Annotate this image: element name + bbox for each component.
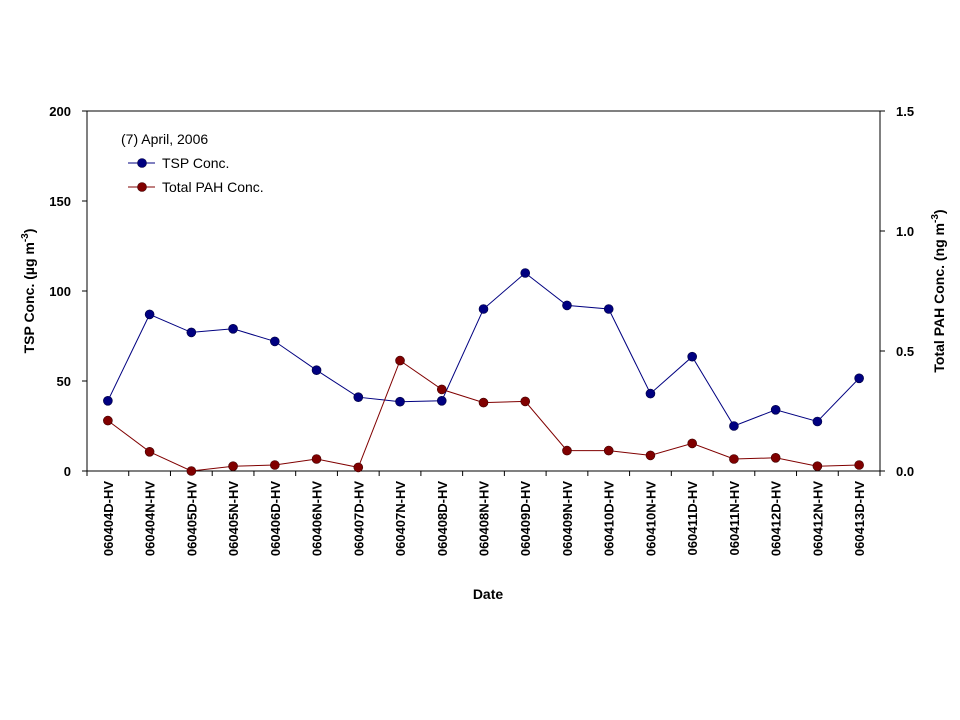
pah-point: [478, 397, 489, 408]
x-tick-label: 060408D-HV: [435, 481, 450, 556]
y-tick-label: 100: [49, 284, 71, 299]
y2-tick-label: 1.5: [896, 104, 914, 119]
pah-point: [228, 461, 238, 472]
x-tick-label: 060409N-HV: [560, 481, 575, 556]
series-layer: [103, 268, 864, 476]
pah-point: [854, 460, 864, 470]
pah-point: [562, 445, 572, 456]
x-tick-label: 060405N-HV: [226, 481, 241, 556]
tsp-point: [395, 396, 405, 407]
pah-point: [270, 460, 280, 470]
tsp-point: [311, 365, 322, 376]
tsp-point: [603, 304, 614, 314]
legend-label-tsp: TSP Conc.: [162, 155, 229, 171]
tsp-point: [436, 395, 447, 406]
tsp-point: [520, 268, 531, 278]
y-axis-title: TSP Conc. (µg m-3): [20, 229, 37, 354]
x-tick-label: 060412D-HV: [769, 481, 784, 556]
pah-point: [311, 454, 322, 464]
x-tick-label: 060404D-HV: [101, 481, 116, 556]
x-tick-label: 060407N-HV: [393, 481, 408, 556]
pah-point: [687, 438, 697, 449]
y2-tick-label: 1.0: [896, 224, 914, 239]
pah-point: [144, 446, 155, 457]
tsp-point: [854, 373, 864, 384]
y-tick-label: 50: [57, 374, 71, 389]
tsp-point: [186, 327, 197, 338]
x-tick-label: 060413D-HV: [852, 481, 867, 556]
y2-tick-label: 0.0: [896, 464, 914, 479]
pah-point: [812, 461, 823, 472]
pah-point: [186, 466, 197, 476]
legend-label-pah: Total PAH Conc.: [162, 179, 264, 195]
tsp-point: [770, 404, 781, 415]
legend-marker-pah: [137, 182, 147, 192]
x-tick-label: 060406N-HV: [310, 481, 325, 556]
y-tick-label: 0: [64, 464, 71, 479]
x-tick-label: 060404N-HV: [143, 481, 158, 556]
x-tick-label: 060412N-HV: [810, 481, 825, 556]
pah-point: [603, 445, 614, 456]
pah-point: [395, 355, 405, 366]
pah-point: [770, 452, 781, 463]
pah-point: [645, 450, 656, 461]
y2-axis-title: Total PAH Conc. (ng m-3): [930, 209, 947, 372]
pah-point: [729, 454, 739, 464]
tsp-point: [353, 392, 364, 403]
pah-point: [353, 462, 364, 473]
x-tick-label: 060410D-HV: [602, 481, 617, 556]
tsp-point: [812, 416, 823, 427]
tsp-point: [270, 336, 280, 347]
tsp-point: [645, 388, 656, 399]
pah-point: [436, 384, 447, 395]
pah-point: [103, 415, 113, 426]
tsp-point: [562, 300, 572, 311]
chart-annotation: (7) April, 2006: [121, 131, 208, 147]
y-tick-label: 200: [49, 104, 71, 119]
x-tick-label: 060407D-HV: [351, 481, 366, 556]
right-y-axis: 0.0 0.5 1.0 1.5: [880, 104, 914, 479]
tsp-point: [144, 309, 155, 320]
legend: TSP Conc. Total PAH Conc.: [128, 155, 264, 195]
x-tick-label: 060405D-HV: [184, 481, 199, 556]
left-y-axis: 0 50 100 150 200: [49, 104, 87, 479]
x-tick-label: 060406D-HV: [268, 481, 283, 556]
x-tick-label: 060411N-HV: [727, 481, 742, 556]
x-tick-label: 060411D-HV: [685, 481, 700, 556]
x-tick-label: 060408N-HV: [477, 481, 492, 556]
pah-point: [520, 396, 531, 407]
x-axis-title: Date: [473, 586, 504, 602]
tsp-point: [478, 304, 489, 314]
tsp-point: [687, 351, 697, 362]
tsp-point: [729, 421, 739, 431]
y2-tick-label: 0.5: [896, 344, 914, 359]
plot-area: [86, 110, 881, 472]
y-tick-label: 150: [49, 194, 71, 209]
tsp-point: [103, 395, 113, 406]
legend-marker-tsp: [137, 158, 147, 168]
x-tick-label: 060410N-HV: [643, 481, 658, 556]
x-axis: 060404D-HV 060404N-HV 060405D-HV 060405N-HV…: [86, 471, 881, 556]
x-tick-label: 060409D-HV: [518, 481, 533, 556]
tsp-point: [228, 323, 238, 334]
